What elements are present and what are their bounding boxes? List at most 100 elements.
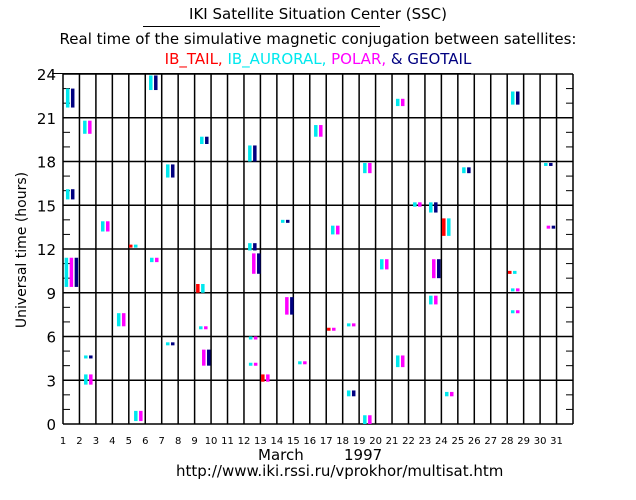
event-bar-geotail: [285, 219, 290, 223]
event-bar-polar: [202, 349, 206, 366]
x-axis-year: 1997: [344, 446, 383, 464]
event-bar-ib-auroral: [133, 244, 138, 248]
event-bar-polar: [69, 257, 74, 287]
y-tick-label: 24: [37, 66, 56, 84]
event-bar-polar: [335, 225, 340, 235]
event-bar-polar: [89, 374, 93, 385]
event-bar-ib-auroral: [298, 361, 302, 365]
event-bar-ib-auroral: [380, 259, 384, 270]
legend-ib-auroral: IB_AURORAL,: [222, 50, 327, 68]
x-tick-label: 22: [402, 436, 415, 447]
event-bar-geotail: [437, 259, 441, 279]
event-bar-polar: [88, 120, 92, 134]
y-tick-label: 15: [37, 197, 56, 215]
event-bar-polar: [400, 355, 405, 368]
event-bar-ib-auroral: [447, 218, 451, 236]
x-tick-label: 8: [175, 436, 181, 447]
event-bar-polar: [400, 98, 405, 107]
x-tick-label: 31: [550, 436, 563, 447]
x-tick-label: 10: [205, 436, 218, 447]
event-bar-ib-auroral: [165, 164, 170, 178]
x-axis-month: March: [258, 446, 304, 464]
event-bar-geotail: [351, 390, 356, 397]
x-tick-label: 24: [435, 436, 448, 447]
event-bar-ib-auroral: [330, 225, 335, 235]
event-bar-ib-tail: [261, 374, 265, 382]
y-tick-label: 18: [37, 154, 56, 172]
event-bar-polar: [546, 225, 551, 229]
event-bar-geotail: [551, 225, 556, 229]
event-bar-ib-auroral: [84, 374, 88, 385]
y-tick-label: 0: [46, 416, 56, 434]
event-bar-polar: [385, 259, 389, 270]
event-bar-ib-auroral: [64, 257, 69, 287]
event-bar-ib-auroral: [134, 410, 138, 422]
event-bar-ib-auroral: [510, 310, 515, 314]
event-bar-ib-auroral: [248, 243, 252, 251]
y-tick-label: 9: [46, 285, 56, 303]
event-bar-polar: [303, 361, 307, 365]
event-bar-ib-auroral: [346, 390, 351, 397]
x-tick-label: 30: [534, 436, 547, 447]
x-tick-label: 5: [126, 436, 132, 447]
event-bar-ib-auroral: [150, 257, 154, 263]
event-bar-ib-auroral: [363, 415, 367, 424]
event-bar-polar: [155, 257, 159, 263]
x-tick-label: 2: [76, 436, 82, 447]
event-bar-polar: [253, 362, 258, 366]
x-tick-label: 4: [109, 436, 115, 447]
event-bar-geotail: [207, 349, 211, 366]
x-tick-label: 1: [60, 436, 66, 447]
y-tick-label: 12: [37, 241, 56, 259]
event-bar-geotail: [70, 189, 75, 200]
legend-polar: POLAR,: [326, 50, 387, 68]
event-bar-ib-auroral: [101, 221, 105, 232]
event-bar-ib-auroral: [413, 202, 417, 207]
event-bar-ib-auroral: [510, 91, 515, 105]
event-bar-ib-auroral: [462, 167, 466, 174]
x-tick-label: 14: [271, 436, 284, 447]
event-bar-polar: [515, 288, 520, 292]
event-bar-ib-tail: [196, 284, 200, 293]
event-bar-ib-auroral: [200, 136, 204, 144]
x-tick-label: 20: [369, 436, 382, 447]
event-bar-polar: [418, 202, 422, 207]
event-bar-ib-auroral: [116, 313, 121, 327]
event-bar-ib-auroral: [363, 162, 367, 174]
event-bar-ib-auroral: [395, 98, 400, 107]
event-bar-geotail: [253, 145, 257, 162]
y-axis-label: Universal time (hours): [14, 172, 30, 328]
event-bar-polar: [432, 259, 436, 279]
event-bar-ib-auroral: [445, 391, 449, 397]
event-bar-geotail: [170, 342, 175, 346]
event-bar-ib-auroral: [248, 145, 252, 162]
event-bar-polar: [285, 297, 289, 315]
event-bar-geotail: [257, 253, 261, 274]
y-tick-label: 6: [46, 329, 56, 347]
x-tick-label: 25: [451, 436, 464, 447]
event-bar-polar: [515, 310, 520, 314]
event-bar-geotail: [515, 91, 520, 105]
event-bar-geotail: [89, 355, 93, 359]
x-tick-label: 23: [419, 436, 432, 447]
event-bar-geotail: [74, 257, 79, 287]
event-bar-ib-auroral: [201, 284, 205, 293]
event-bar-geotail: [170, 164, 175, 178]
event-bar-ib-tail: [442, 218, 446, 236]
event-bar-polar: [253, 336, 258, 340]
title-underline: [143, 26, 380, 27]
event-bar-ib-auroral: [83, 120, 87, 134]
event-bar-polar: [368, 415, 372, 424]
event-bar-ib-auroral: [544, 162, 548, 166]
event-bar-ib-auroral: [510, 288, 515, 292]
x-tick-label: 21: [386, 436, 399, 447]
event-bar-ib-auroral: [65, 189, 70, 200]
x-tick-label: 7: [159, 436, 165, 447]
event-bar-polar: [266, 374, 270, 382]
event-bar-geotail: [467, 167, 471, 174]
x-tick-label: 16: [303, 436, 316, 447]
event-bar-polar: [351, 323, 356, 327]
event-bar-polar: [434, 295, 438, 305]
